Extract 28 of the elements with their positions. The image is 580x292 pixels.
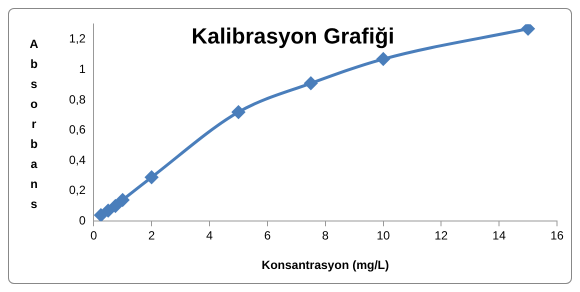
point	[145, 170, 158, 184]
point	[304, 76, 318, 90]
x-tick-label: 8	[322, 228, 329, 243]
point	[116, 193, 130, 206]
point	[108, 200, 122, 213]
point	[376, 52, 390, 66]
x-tick-label: 4	[206, 228, 214, 243]
point	[232, 106, 245, 119]
y-tick-label: 0,4	[68, 152, 86, 167]
y-tick-label: 1,2	[68, 32, 86, 46]
x-tick-label: 16	[550, 228, 564, 243]
chart-title: Kalibrasyon Grafiği	[191, 23, 394, 48]
x-tick-label: 2	[148, 228, 156, 243]
y-tick-label: 0,6	[68, 122, 86, 137]
x-tick-label: 14	[492, 228, 506, 243]
y-tick-label: 0	[78, 214, 86, 228]
point	[102, 204, 115, 218]
y-tick-label: 0,8	[68, 92, 86, 106]
x-axis-title: Konsantrasyon (mg/L)	[262, 258, 390, 272]
x-tick-label: 0	[90, 228, 98, 243]
x-tick-label: 10	[376, 228, 390, 243]
y-tick-label: 0,2	[68, 183, 86, 198]
x-tick-label: 6	[264, 228, 272, 243]
point	[94, 208, 108, 222]
y-tick-label: 1	[78, 62, 86, 76]
y-axis-title: Absorbans	[27, 37, 41, 217]
x-tick-label: 12	[434, 228, 448, 243]
point	[522, 24, 535, 36]
